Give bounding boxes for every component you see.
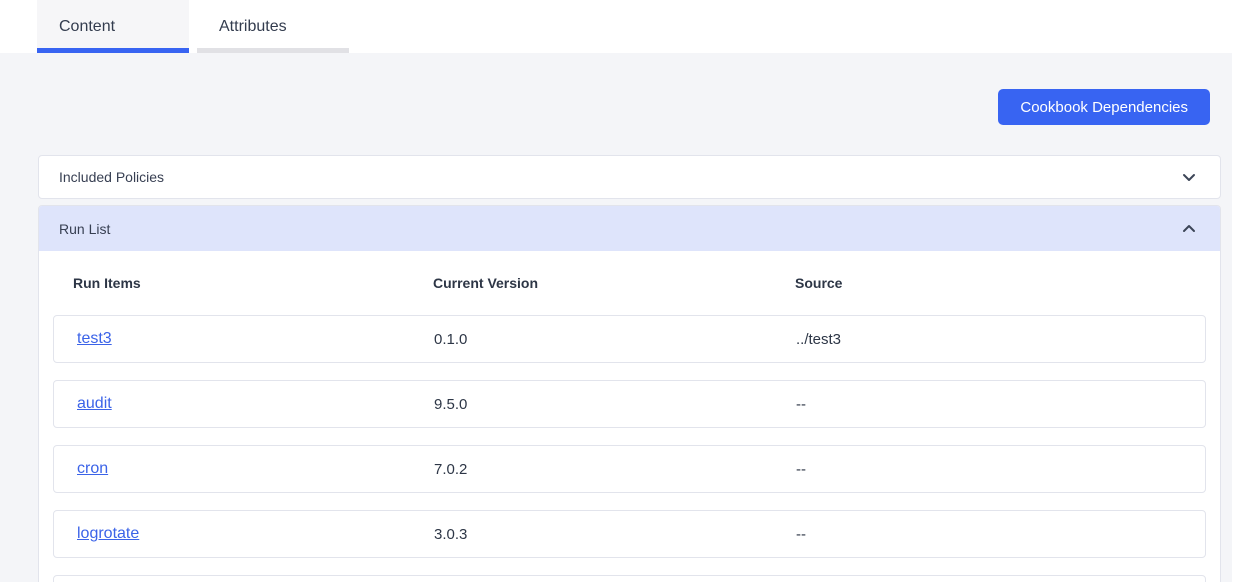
toolbar: Cookbook Dependencies bbox=[38, 89, 1221, 125]
source-cell: ../test3 bbox=[796, 330, 842, 348]
tab-content-label: Content bbox=[59, 17, 116, 35]
column-header-run-items: Run Items bbox=[73, 275, 141, 291]
tab-attributes-label: Attributes bbox=[219, 17, 287, 35]
table-row: logrotate 3.0.3 -- bbox=[53, 510, 1206, 558]
run-list-title: Run List bbox=[59, 220, 111, 237]
current-version-cell: 9.5.0 bbox=[434, 395, 468, 413]
table-row: cron 7.0.2 -- bbox=[53, 445, 1206, 493]
column-header-source: Source bbox=[795, 275, 843, 291]
table-row: audit 9.5.0 -- bbox=[53, 380, 1206, 428]
column-header-current-version: Current Version bbox=[433, 275, 539, 291]
cookbook-dependencies-button[interactable]: Cookbook Dependencies bbox=[998, 89, 1210, 125]
tab-content[interactable]: Content bbox=[37, 0, 189, 53]
included-policies-title: Included Policies bbox=[59, 169, 165, 185]
content-area: Cookbook Dependencies Included Policies … bbox=[38, 53, 1221, 582]
run-item-link[interactable]: test3 bbox=[77, 330, 112, 347]
run-list-body: Run Items Current Version Source test3 0… bbox=[39, 251, 1220, 582]
table-row-partial bbox=[53, 575, 1206, 582]
source-cell: -- bbox=[796, 395, 806, 413]
run-list-panel: Run List Run Items Current Version Sourc… bbox=[38, 205, 1221, 582]
tab-attributes[interactable]: Attributes bbox=[197, 0, 349, 53]
included-policies-panel: Included Policies bbox=[38, 155, 1221, 199]
run-list-header[interactable]: Run List bbox=[39, 206, 1220, 251]
chevron-down-icon bbox=[1182, 173, 1196, 182]
table-row: test3 0.1.0 ../test3 bbox=[53, 315, 1206, 363]
current-version-cell: 7.0.2 bbox=[434, 460, 468, 478]
run-item-link[interactable]: cron bbox=[77, 460, 109, 477]
run-list-table-header: Run Items Current Version Source bbox=[53, 251, 1206, 315]
included-policies-header[interactable]: Included Policies bbox=[39, 156, 1220, 198]
scrollbar-track[interactable] bbox=[1232, 53, 1244, 582]
current-version-cell: 0.1.0 bbox=[434, 330, 468, 348]
source-cell: -- bbox=[796, 460, 806, 478]
tab-bar: Content Attributes bbox=[0, 0, 1244, 53]
source-cell: -- bbox=[796, 525, 806, 543]
current-version-cell: 3.0.3 bbox=[434, 525, 468, 543]
run-item-link[interactable]: audit bbox=[77, 395, 112, 412]
chevron-up-icon bbox=[1182, 224, 1196, 233]
run-list-rows: test3 0.1.0 ../test3 audit 9.5.0 -- cron… bbox=[53, 315, 1206, 558]
run-item-link[interactable]: logrotate bbox=[77, 525, 140, 542]
